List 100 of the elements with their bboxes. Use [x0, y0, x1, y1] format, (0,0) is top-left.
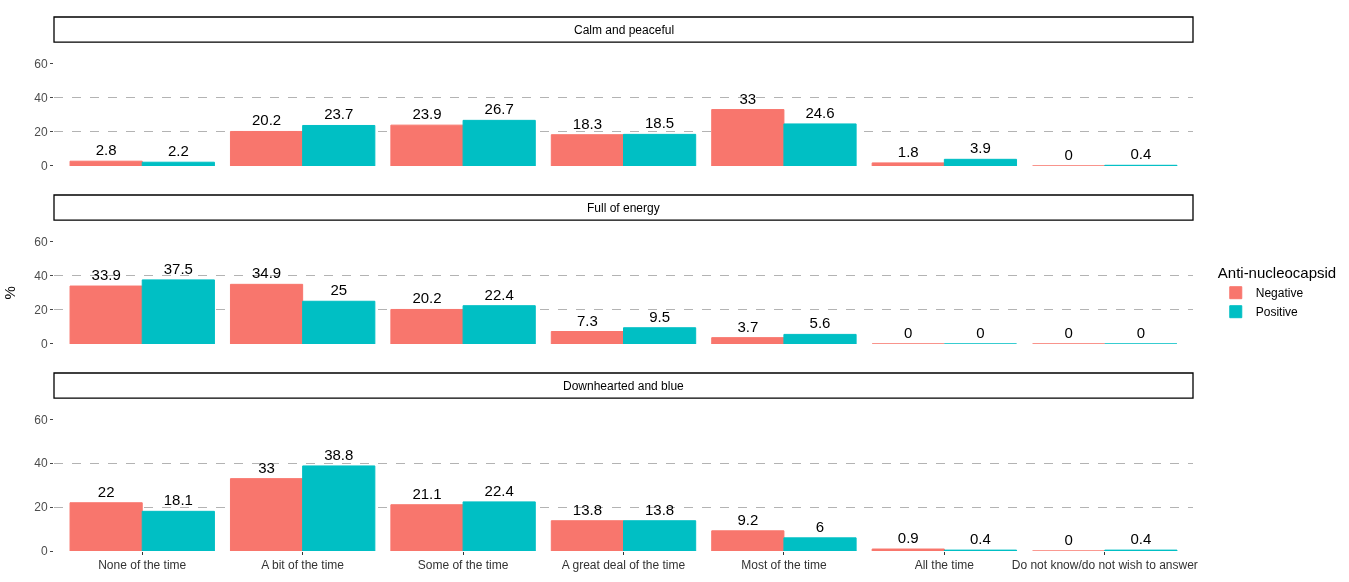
data-label: 0.4 — [1130, 530, 1152, 548]
data-label: 0 — [1064, 531, 1073, 548]
y-tick-label: 20 — [34, 302, 48, 317]
data-label: 2.8 — [95, 141, 117, 159]
bar — [711, 109, 785, 166]
bar — [462, 501, 536, 551]
data-label: 38.8 — [324, 445, 354, 463]
bar — [69, 502, 143, 551]
bar — [69, 285, 143, 344]
data-label: 20.2 — [251, 111, 282, 129]
bar — [623, 520, 697, 551]
data-label: 23.9 — [412, 105, 442, 123]
data-label: 37.5 — [163, 259, 193, 277]
bar — [550, 134, 624, 166]
data-label: 33.9 — [91, 266, 121, 284]
x-tick-label: A great deal of the time — [561, 558, 686, 573]
bar — [302, 465, 376, 551]
data-label: 0.4 — [1130, 145, 1152, 163]
data-label: 1.8 — [897, 142, 919, 160]
y-tick-label: 60 — [34, 234, 48, 249]
data-label: 0 — [976, 323, 985, 341]
data-label: 0 — [1136, 323, 1146, 341]
x-tick-label: Do not know/do not wish to answer — [1011, 558, 1198, 573]
data-label: 26.7 — [484, 100, 514, 118]
bar — [141, 510, 215, 551]
data-label: 18.1 — [163, 491, 193, 509]
bar — [623, 133, 697, 166]
data-label: 22.4 — [484, 285, 514, 303]
data-label: 9.5 — [649, 307, 671, 325]
data-label: 25 — [330, 281, 348, 299]
data-label: 18.5 — [644, 114, 675, 132]
x-tick-label: All the time — [914, 558, 975, 573]
legend-title: Anti-nucleocapsid — [1217, 264, 1337, 282]
bar — [390, 124, 464, 166]
data-label: 6 — [815, 517, 825, 535]
data-label: 3.7 — [737, 317, 759, 335]
data-label: 24.6 — [805, 103, 835, 121]
bar — [550, 331, 624, 344]
y-tick-label: 40 — [34, 268, 48, 283]
legend-label: Negative — [1255, 286, 1304, 301]
data-label: 22 — [97, 482, 115, 500]
data-label: 3.9 — [970, 139, 991, 157]
chart-title: Downhearted and blue — [563, 379, 685, 393]
bar — [711, 337, 785, 344]
x-tick-label: A bit of the time — [261, 558, 345, 573]
bar — [141, 161, 215, 166]
data-label: 21.1 — [412, 484, 442, 502]
x-tick-label: None of the time — [98, 558, 187, 573]
bar — [783, 537, 857, 551]
bar — [462, 305, 536, 344]
data-label: 22.4 — [484, 481, 514, 499]
y-tick-label: 60 — [34, 56, 48, 71]
data-label: 2.2 — [167, 142, 189, 160]
data-label: 0.9 — [897, 529, 919, 547]
bar — [229, 283, 304, 344]
data-label: 23.7 — [324, 105, 354, 123]
bar — [302, 300, 376, 344]
data-label: 0 — [1064, 323, 1073, 341]
bar — [229, 478, 304, 551]
data-label: 5.6 — [809, 314, 831, 332]
bar — [783, 333, 857, 344]
bar — [390, 308, 464, 344]
y-tick-label: 0 — [40, 544, 48, 559]
data-label: 34.9 — [251, 264, 282, 282]
bar — [69, 160, 143, 166]
bar — [871, 162, 945, 166]
y-tick-label: 0 — [40, 337, 48, 352]
data-label: 0.4 — [970, 530, 991, 548]
data-label: 33 — [739, 89, 757, 107]
data-label: 9.2 — [737, 510, 759, 528]
y-tick-label: 0 — [40, 159, 48, 174]
bar — [783, 123, 857, 166]
chart-title: Calm and peaceful — [574, 23, 675, 37]
data-label: 13.8 — [572, 500, 603, 518]
y-tick-label: 40 — [34, 90, 48, 105]
y-tick-label: 60 — [34, 412, 48, 427]
chart-title: Full of energy — [587, 201, 660, 215]
x-tick-label: Most of the time — [741, 558, 827, 573]
y-tick-label: 40 — [34, 456, 48, 471]
bar — [229, 130, 304, 166]
data-label: 13.8 — [644, 500, 675, 518]
y-axis-title: % — [1, 286, 19, 300]
data-label: 33 — [258, 458, 275, 476]
bar — [943, 158, 1018, 166]
bar — [462, 119, 536, 166]
data-label: 7.3 — [576, 311, 598, 329]
x-tick-label: Some of the time — [417, 558, 509, 573]
data-label: 0 — [1064, 145, 1073, 163]
bar — [302, 124, 376, 166]
legend-label: Positive — [1255, 305, 1299, 320]
bar — [711, 530, 785, 551]
bar — [390, 504, 464, 551]
y-tick-label: 20 — [34, 124, 48, 139]
data-label: 18.3 — [572, 114, 603, 132]
data-label: 0 — [904, 323, 913, 341]
bar — [623, 327, 697, 344]
y-tick-label: 20 — [34, 500, 48, 515]
bar — [550, 520, 624, 551]
data-label: 20.2 — [412, 289, 442, 307]
bar — [141, 279, 215, 344]
